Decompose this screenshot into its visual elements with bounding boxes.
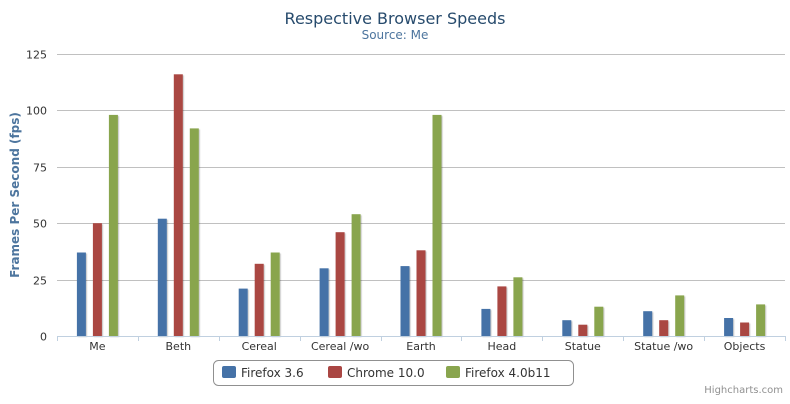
x-tick-label: Cereal /wo [311,340,369,353]
y-tick-label: 125 [26,49,47,62]
bar[interactable] [562,320,572,336]
bar[interactable] [335,232,345,336]
y-tick-label: 25 [33,275,47,288]
bar[interactable] [270,252,280,337]
bar[interactable] [659,320,669,336]
x-tick-label: Objects [724,340,766,353]
chart-subtitle: Source: Me [362,28,429,42]
bar[interactable] [351,214,361,336]
bar[interactable] [675,295,685,336]
bar[interactable] [319,268,329,336]
bar[interactable] [400,266,410,336]
x-tick-label: Head [488,340,517,353]
bar[interactable] [432,114,442,337]
bar[interactable] [578,324,588,336]
legend-swatch [446,366,460,378]
x-tick-label: Statue /wo [634,340,693,353]
legend-item[interactable]: Firefox 3.6 [222,366,304,380]
y-tick-label: 50 [33,218,47,231]
bar[interactable] [481,308,491,336]
bar[interactable] [76,252,86,337]
x-tick-label: Cereal [242,340,277,353]
y-axis-ticks: 0 25 50 75 100 125 [26,49,47,344]
y-tick-label: 0 [40,331,47,344]
bar[interactable] [416,250,426,336]
x-axis: Me Beth Cereal Cereal /wo Earth Head Statue Sta… [57,336,786,353]
legend: Firefox 3.6 Chrome 10.0 Firefox 4.0b11 [213,360,574,386]
bars [76,74,766,337]
bar[interactable] [173,74,183,337]
bar[interactable] [108,114,118,337]
legend-label: Firefox 4.0b11 [465,366,551,380]
legend-box [213,360,574,386]
legend-item[interactable]: Firefox 4.0b11 [446,366,551,380]
x-tick-label: Beth [166,340,192,353]
bar[interactable] [594,306,604,336]
credits-link[interactable]: Highcharts.com [704,385,783,396]
bar[interactable] [740,322,750,337]
legend-item[interactable]: Chrome 10.0 [328,366,425,380]
bar[interactable] [756,304,766,336]
bar[interactable] [724,318,734,336]
chart-title: Respective Browser Speeds [285,9,506,28]
legend-label: Chrome 10.0 [347,366,425,380]
x-tick-label: Statue [565,340,601,353]
bar[interactable] [92,223,102,336]
y-tick-label: 100 [26,105,47,118]
legend-label: Firefox 3.6 [241,366,304,380]
bar[interactable] [157,218,167,336]
bar[interactable] [254,263,264,336]
x-tick-label: Me [89,340,105,353]
bar[interactable] [497,286,507,336]
x-tick-label: Earth [406,340,436,353]
bar[interactable] [513,277,523,336]
legend-swatch [328,366,342,378]
bar[interactable] [643,311,653,336]
y-tick-label: 75 [33,162,47,175]
bar[interactable] [238,288,248,336]
y-axis-title: Frames Per Second (fps) [8,112,22,278]
bar[interactable] [189,128,199,336]
legend-swatch [222,366,236,378]
